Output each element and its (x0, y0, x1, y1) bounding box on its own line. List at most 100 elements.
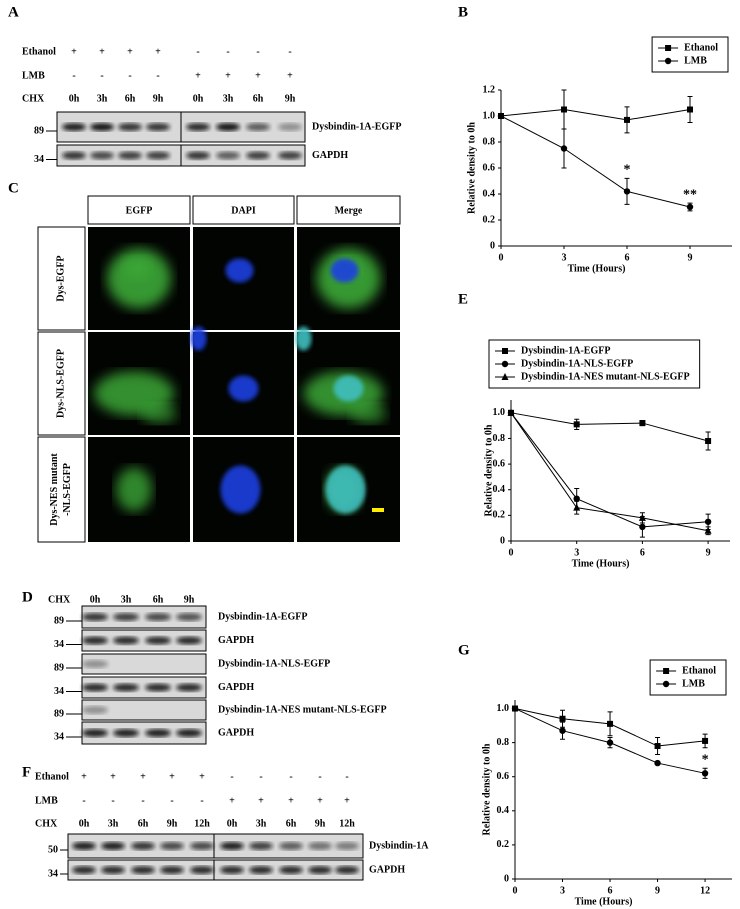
timepoint: 3h (223, 93, 234, 104)
panel-letter: C (8, 180, 19, 196)
timepoint: 12h (194, 818, 210, 829)
dapi-signal (330, 258, 359, 283)
treatment-sign: + (317, 795, 323, 806)
significance-label: ** (683, 187, 697, 202)
blot-band (101, 866, 125, 874)
series-line (500, 115, 691, 208)
x-tick-label: 0 (513, 885, 518, 896)
timepoint: 0h (69, 93, 80, 104)
row-label: Dys-NES mutant (49, 453, 60, 526)
x-tick-label: 3 (574, 547, 579, 558)
blot-band (220, 842, 244, 850)
mw-marker: 34 (34, 154, 44, 165)
treatment-label: Ethanol (35, 771, 69, 782)
blot-band (216, 151, 240, 160)
treatment-sign: - (256, 46, 259, 57)
blot-band (216, 123, 240, 131)
treatment-sign: + (140, 771, 146, 782)
blot-band (190, 866, 214, 874)
marker-square (559, 715, 566, 722)
y-tick-label: 0 (504, 873, 509, 884)
blot-band (145, 636, 171, 645)
x-tick-label: 9 (688, 252, 693, 263)
dapi-signal (190, 326, 207, 351)
band-label: Dysbindin-1A-NLS-EGFP (218, 658, 330, 669)
y-tick-label: 0.6 (483, 162, 496, 173)
treatment-sign: - (170, 795, 173, 806)
marker-circle (559, 727, 566, 734)
chx-label: CHX (22, 93, 45, 104)
panel-letter: D (22, 589, 33, 605)
blot-band (249, 842, 273, 850)
chx-label: CHX (48, 594, 71, 605)
blot-band (113, 683, 139, 692)
y-axis-label: Relative density to 0h (481, 743, 492, 835)
marker-square (705, 438, 712, 445)
y-tick-label: 0.4 (483, 188, 496, 199)
blot-band (278, 123, 302, 131)
marker-triangle (704, 526, 712, 534)
dapi-signal (225, 258, 254, 283)
marker-square (687, 106, 693, 113)
marker-circle (701, 770, 709, 777)
y-tick-label: 0.8 (483, 136, 496, 147)
blot-band (90, 151, 114, 160)
band-label: GAPDH (369, 864, 405, 875)
marker-triangle (501, 373, 509, 380)
blot-band (145, 613, 171, 621)
y-tick-label: 0.8 (493, 433, 506, 444)
panel-letter: F (22, 764, 31, 780)
timepoint: 9h (315, 818, 326, 829)
legend-label: Dysbindin-1A-NLS-EGFP (521, 358, 633, 369)
blot-band (279, 842, 303, 850)
legend-box (649, 659, 727, 696)
marker-circle (573, 495, 580, 502)
marker-circle (497, 112, 505, 120)
timepoint: 6h (153, 594, 164, 605)
marker-circle (664, 57, 672, 65)
blot-band (82, 729, 108, 737)
legend-box (651, 36, 729, 73)
treatment-sign: - (196, 46, 199, 57)
treatment-sign: + (127, 46, 133, 57)
treatment-sign: - (128, 70, 131, 81)
treatment-sign: + (195, 70, 201, 81)
band-label: Dysbindin-1A (369, 840, 429, 851)
band-label: GAPDH (218, 635, 254, 646)
treatment-sign: + (344, 795, 350, 806)
y-tick-label: 0.2 (497, 839, 510, 850)
marker-square (639, 420, 646, 427)
blot-band (176, 636, 202, 645)
treatment-sign: + (225, 70, 231, 81)
column-header-box (87, 195, 191, 225)
treatment-sign: + (229, 795, 235, 806)
treatment-sign: + (155, 46, 161, 57)
column-header: EGFP (126, 205, 153, 216)
blot-band (176, 613, 202, 621)
mw-marker: 89 (54, 615, 64, 626)
marker-circle (662, 680, 670, 688)
marker-circle (560, 145, 568, 152)
legend: Ethanol LMB (651, 36, 729, 73)
timepoint: 12h (339, 818, 355, 829)
egfp-signal (350, 403, 387, 424)
row-label-box (37, 436, 86, 543)
blot-band (186, 123, 210, 131)
y-tick-label: 0.4 (493, 484, 506, 495)
mw-marker: 50 (48, 844, 58, 855)
x-tick-label: 0 (499, 252, 504, 263)
treatment-sign: - (318, 771, 321, 782)
row-label: Dys-NLS-EGFP (55, 349, 66, 418)
blot-band (190, 842, 214, 850)
x-tick-label: 0 (509, 547, 514, 558)
treatment-sign: - (259, 771, 262, 782)
legend-label: Ethanol (682, 665, 716, 676)
mw-marker: 89 (54, 708, 64, 719)
legend: Dysbindin-1A-EGFP Dysbindin-1A-NLS-EGFP Dy… (488, 339, 701, 389)
blot-band (246, 151, 270, 160)
y-tick-label: 1.0 (493, 407, 506, 418)
dapi-signal (228, 375, 259, 402)
blot-band (118, 151, 142, 160)
chx-label: CHX (35, 818, 58, 829)
timepoint: 6h (138, 818, 149, 829)
